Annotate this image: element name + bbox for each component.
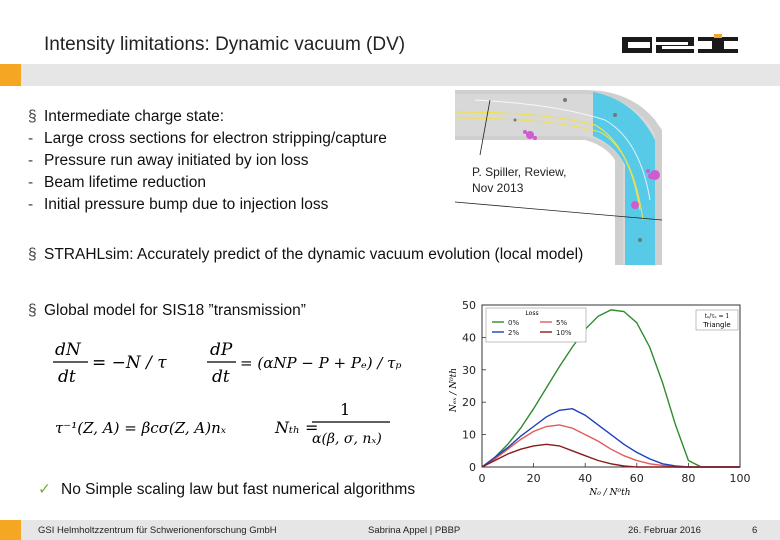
y-axis-label: Nₑₓ / N⁰th [449, 368, 459, 413]
annotation-box: tₛ/τₛ = 1 Triangle [695, 309, 739, 331]
svg-text:= −N / τ: = −N / τ [92, 353, 167, 373]
bullet-text: Intermediate charge state: [44, 108, 225, 125]
bullet-item: - Pressure run away initiated by ion loss [28, 150, 387, 172]
x-tick-label: 0 [479, 472, 486, 485]
x-tick-label: 100 [730, 472, 751, 485]
conclusion-text: No Simple scaling law but fast numerical… [61, 481, 416, 498]
citation-line: Nov 2013 [472, 181, 524, 195]
gsi-logo [622, 34, 738, 53]
svg-text:α(β, σ, nₓ): α(β, σ, nₓ) [312, 431, 382, 447]
strahlsim-bullet: § STRAHLsim: Accurately predict of the dy… [28, 244, 583, 266]
bullet-marker: - [28, 130, 34, 147]
x-tick-label: 20 [527, 472, 541, 485]
bullet-text: Large cross sections for electron stripp… [44, 130, 387, 147]
bullet-marker: - [28, 152, 34, 169]
bullet-item: - Initial pressure bump due to injection … [28, 194, 387, 216]
plot-area [481, 304, 741, 468]
x-axis-label: N₀ / N⁰th [588, 488, 630, 498]
bullet-marker: - [28, 196, 34, 213]
y-tick-label: 30 [462, 364, 476, 377]
svg-text:dN: dN [55, 340, 82, 360]
svg-text:dt: dt [212, 367, 230, 387]
annotation-line: Triangle [702, 321, 731, 329]
footer-page-number: 6 [752, 525, 758, 536]
y-tick-label: 0 [469, 461, 476, 474]
footer-author: Sabrina Appel | PBBP [368, 525, 461, 536]
y-tick-label: 50 [462, 300, 476, 312]
legend-label: 10% [556, 329, 572, 337]
checkmark-icon: ✓ [38, 481, 51, 498]
bullet-list: § Intermediate charge state: - Large cross… [28, 106, 387, 216]
bullet-marker: § [28, 302, 37, 319]
footer-accent-bar [0, 520, 21, 540]
series-line-0pct [481, 309, 740, 468]
bullet-item: - Large cross sections for electron strip… [28, 128, 387, 150]
beam-pipe-diagram [455, 90, 662, 265]
y-tick-label: 40 [462, 331, 476, 344]
svg-text:1: 1 [340, 400, 350, 419]
header-accent-bar [0, 64, 21, 86]
x-tick-label: 40 [578, 472, 592, 485]
citation-line: P. Spiller, Review, [472, 165, 567, 179]
svg-text:= (αNP − P + Pₑ) / τₚ: = (αNP − P + Pₑ) / τₚ [240, 354, 401, 372]
svg-text:dP: dP [210, 340, 233, 360]
bullet-marker: § [28, 246, 37, 263]
bullet-text: Pressure run away initiated by ion loss [44, 152, 309, 169]
footer-org: GSI Helmholtzzentrum für Schwerionenfors… [38, 525, 277, 536]
svg-text:τ⁻¹(Z, A) = βcσ(Z, A)nₓ: τ⁻¹(Z, A) = βcσ(Z, A)nₓ [55, 419, 227, 437]
bullet-text: Beam lifetime reduction [44, 174, 206, 191]
series-line-10pct [481, 443, 740, 468]
chart-legend: Loss 0% 5% 2% 10% [485, 307, 587, 343]
y-tick-label: 20 [462, 396, 476, 409]
global-model-bullet: § Global model for SIS18 ”transmission” [28, 300, 306, 322]
bullet-marker: - [28, 174, 34, 191]
svg-text:Nₜₕ =: Nₜₕ = [274, 418, 318, 437]
annotation-line: tₛ/τₛ = 1 [705, 313, 729, 320]
legend-label: 5% [556, 319, 567, 327]
equations-image: dN dt = −N / τ dP dt = (αNP − P + Pₑ) / … [53, 340, 401, 447]
x-tick-label: 60 [630, 472, 644, 485]
legend-title: Loss [525, 310, 538, 317]
bullet-item: § Intermediate charge state: [28, 106, 387, 128]
bullet-item: - Beam lifetime reduction [28, 172, 387, 194]
footer-band [21, 520, 780, 540]
footer-date: 26. Februar 2016 [628, 525, 701, 536]
bullet-text: STRAHLsim: Accurately predict of the dyn… [44, 246, 584, 263]
y-tick-label: 10 [462, 429, 476, 442]
bullet-marker: § [28, 108, 37, 125]
page-title: Intensity limitations: Dynamic vacuum (D… [44, 34, 406, 55]
svg-text:dt: dt [58, 367, 76, 387]
bullet-text: Global model for SIS18 ”transmission” [44, 302, 306, 319]
bullet-text: Initial pressure bump due to injection l… [44, 196, 329, 213]
transmission-chart: 0 10 20 30 40 50 0 20 40 60 80 100 Loss 0% 5% 2% 10% t… [449, 300, 751, 498]
citation: P. Spiller, Review, Nov 2013 [472, 164, 567, 196]
header-band [21, 64, 780, 86]
legend-label: 2% [508, 329, 519, 337]
conclusion-line: ✓ No Simple scaling law but fast numerica… [38, 480, 415, 499]
legend-label: 0% [508, 319, 519, 327]
x-tick-label: 80 [681, 472, 695, 485]
